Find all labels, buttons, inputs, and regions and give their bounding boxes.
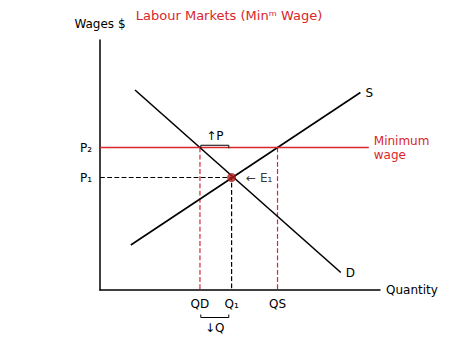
svg-text:P₂: P₂: [80, 141, 92, 155]
svg-text:Minimum: Minimum: [374, 134, 430, 148]
svg-text:↑P: ↑P: [206, 129, 223, 143]
svg-text:D: D: [346, 266, 355, 280]
svg-text:Wages $: Wages $: [74, 17, 125, 31]
svg-text:S: S: [365, 86, 373, 100]
svg-text:wage: wage: [374, 148, 406, 162]
svg-text:QS: QS: [269, 297, 286, 311]
svg-text:↓Q: ↓Q: [205, 321, 225, 335]
svg-text:← E₁: ← E₁: [246, 171, 272, 185]
svg-text:QD: QD: [191, 297, 210, 311]
svg-text:Quantity: Quantity: [386, 283, 438, 297]
svg-text:P₁: P₁: [80, 171, 92, 185]
svg-text:Labour Markets (Minᵐ Wage): Labour Markets (Minᵐ Wage): [136, 8, 322, 23]
svg-text:Q₁: Q₁: [224, 297, 238, 311]
